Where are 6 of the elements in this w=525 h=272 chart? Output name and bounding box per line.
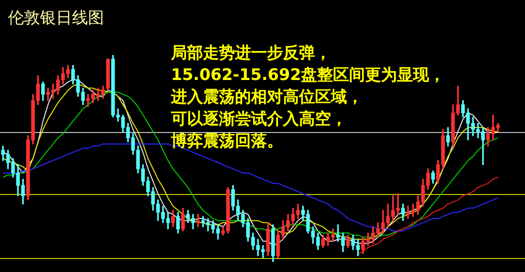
annotation: 进入震荡的相对高位区域， — [171, 86, 364, 108]
chart-title: 伦敦银日线图 — [8, 8, 104, 29]
annotation: 局部走势进一步反弹， — [171, 42, 332, 64]
annotation: 博弈震荡回落。 — [171, 130, 284, 152]
annotation: 可以逐渐尝试介入高空， — [171, 108, 348, 130]
annotation: 15.062-15.692盘整区间更为显现， — [171, 64, 446, 86]
